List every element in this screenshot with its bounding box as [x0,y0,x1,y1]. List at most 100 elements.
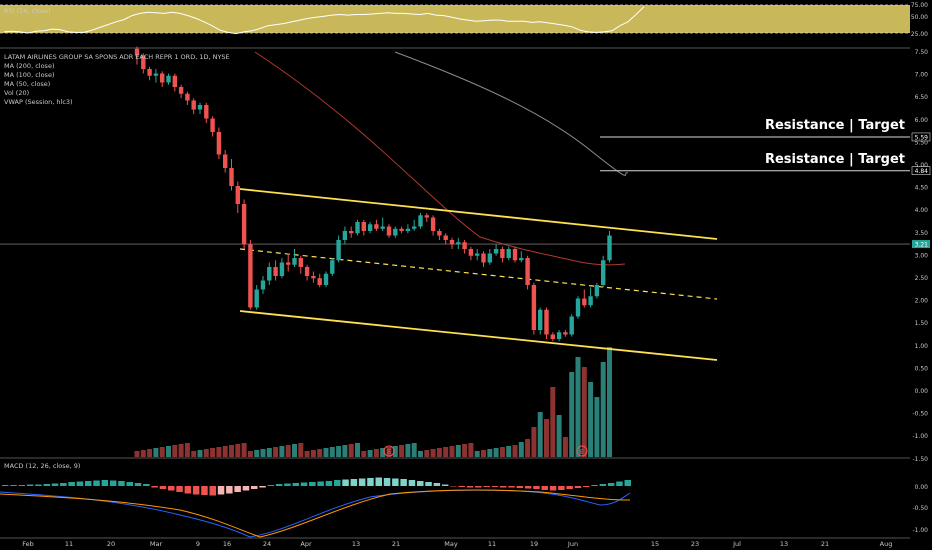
candle-body [147,69,152,76]
candle-body [512,249,518,261]
candle-body [475,253,480,256]
volume-bar [474,451,480,457]
earnings-marker[interactable] [383,445,395,457]
volume-bar [229,445,234,457]
volume-bar [336,446,342,457]
macd-histogram-bar [184,486,192,494]
macd-histogram-bar [209,486,216,496]
candle-body [418,215,423,227]
macd-histogram-bar [367,478,374,486]
macd-histogram-bar [300,482,308,486]
macd-histogram-bar [109,480,117,486]
candle-body [386,226,392,236]
channel-upper-line[interactable] [239,188,718,240]
volume-bar [506,446,512,457]
candle-body [493,249,499,254]
indicator-volume[interactable]: Vol (20) [4,89,30,97]
macd-histogram-bar [591,485,598,486]
volume-bar [153,448,159,457]
indicator-ma200[interactable]: MA (200, close) [4,62,55,70]
candle-body [134,48,140,56]
macd-histogram-bar [217,486,225,495]
candle-body [235,186,240,204]
channel-midline[interactable] [239,248,718,300]
price-tag [911,132,931,142]
macd-histogram-bar [275,484,283,486]
x-tick-label: Apr [300,540,312,548]
volume-bar [537,412,543,457]
earnings-marker[interactable] [576,445,588,457]
macd-title: MACD (12, 26, close, 9) [4,462,81,470]
volume-bar [493,448,499,457]
macd-histogram-bar [417,481,424,486]
x-tick-label: Jul [732,540,741,548]
candle-body [298,258,303,267]
candle-body [273,267,278,276]
volume-bar [588,382,594,457]
candle-body [462,242,467,249]
macd-histogram-bar [85,481,92,486]
macd-histogram-bar [392,478,399,486]
price-tick-label: 2.50 [915,275,929,282]
resistance-target-label-1: Resistance | Target [764,118,905,133]
candle-body [538,309,543,330]
price-tick-label: 6.50 [915,94,929,101]
candle-body [393,228,398,236]
macd-histogram-bar [500,486,507,488]
candle-body [260,280,266,290]
price-tick-label: -0.50 [912,411,928,418]
candle-body [216,132,222,155]
candle-body [525,258,530,285]
macd-histogram-bar [126,482,133,486]
volume-bar [449,446,455,457]
earnings-marker-label: E [580,448,584,456]
candle-body [569,316,574,335]
volume-bar [487,449,493,457]
volume-bar [373,449,379,457]
volume-bar [329,447,335,457]
macd-histogram-bar [159,486,167,489]
macd-histogram-bar [267,485,275,486]
x-tick-label: 16 [223,540,231,548]
x-tick-label: 13 [352,540,360,548]
candle-body [349,231,354,234]
macd-histogram-bar [2,485,9,486]
macd-histogram-bar [143,484,150,486]
candle-body [594,285,600,297]
indicator-vwap[interactable]: VWAP (Session, hlc3) [4,98,73,106]
candle-body [330,260,335,274]
macd-histogram-bar [134,483,142,486]
volume-bar [405,444,411,457]
candle-body [185,93,190,101]
volume-bar [575,357,581,457]
volume-bar [462,444,468,457]
x-tick-label: Mar [150,540,163,548]
candle-body [588,296,593,306]
volume-bar [279,446,285,457]
x-tick-label: 11 [65,540,73,548]
candle-body [544,309,549,335]
channel-lower-line[interactable] [239,310,718,361]
main-legend: LATAM AIRLINES GROUP SA SPONS ADR EACH R… [4,53,230,107]
candle-body [223,154,228,168]
candle-body [210,118,215,132]
volume-bar [342,445,348,457]
candle-body [153,73,159,76]
indicator-ma50[interactable]: MA (50, close) [4,80,51,88]
macd-tick-label: 0.00 [915,484,929,491]
macd-histogram-bar [508,486,515,488]
indicator-ma100[interactable]: MA (100, close) [4,71,55,79]
volume-bar [594,397,600,457]
volume-bar [367,450,373,457]
price-tag [911,166,931,175]
macd-histogram-bar [524,486,532,489]
macd-histogram-bar [599,484,607,486]
symbol-title[interactable]: LATAM AIRLINES GROUP SA SPONS ADR EACH R… [4,53,230,61]
volume-bar [266,448,272,457]
candle-body [449,240,455,245]
macd-histogram-bar [93,480,100,486]
macd-tick-label: -0.50 [912,505,928,512]
candle-body [582,298,587,306]
price-tick-label: 6.00 [915,117,929,124]
